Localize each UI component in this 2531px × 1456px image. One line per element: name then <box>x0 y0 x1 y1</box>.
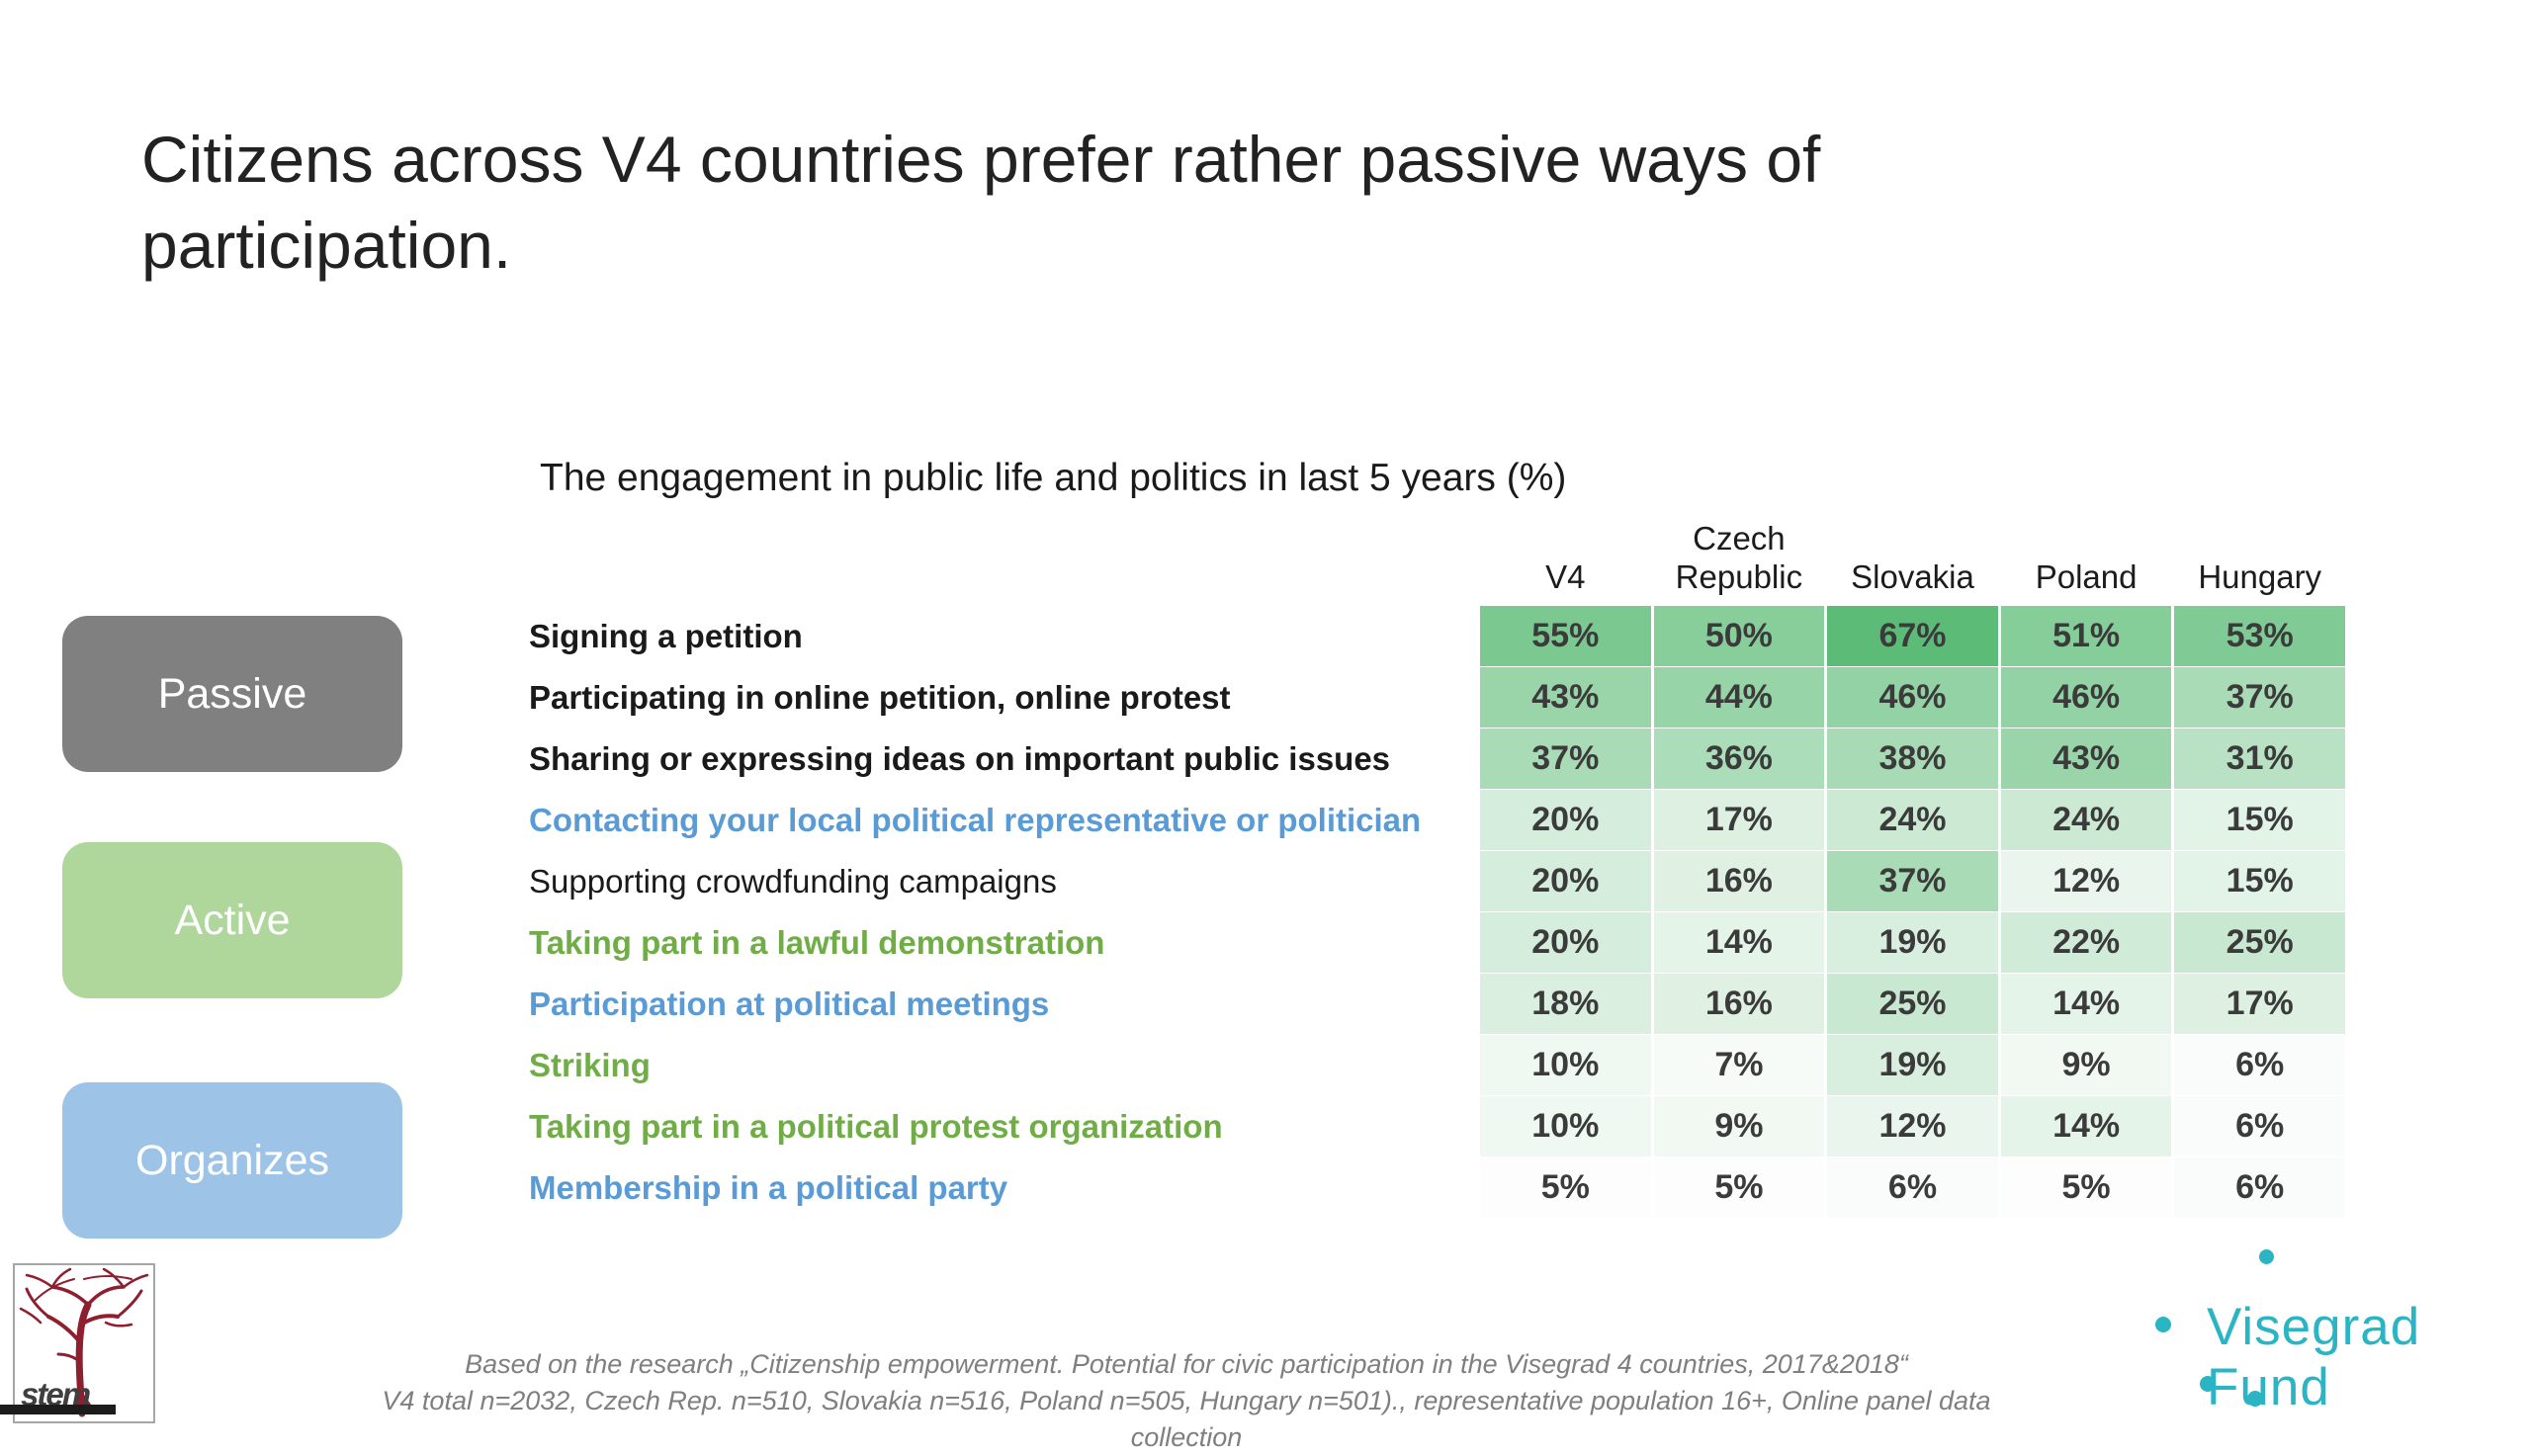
legend-box-organizes: Organizes <box>62 1082 402 1239</box>
heat-cell: 24% <box>2000 790 2172 850</box>
heat-cell: 43% <box>2000 728 2172 789</box>
footer-note: Based on the research „Citizenship empow… <box>326 1346 2047 1456</box>
column-header: Slovakia <box>1851 558 1974 596</box>
stem-logo: stem <box>13 1263 155 1423</box>
legend-box-passive: Passive <box>62 616 402 772</box>
heat-cell: 14% <box>2000 1096 2172 1156</box>
heat-cell: 5% <box>2000 1157 2172 1218</box>
heat-cell: 17% <box>2174 974 2345 1034</box>
column-header: V4 <box>1545 558 1586 596</box>
heat-cell: 12% <box>2000 851 2172 911</box>
heat-cell: 20% <box>1480 790 1651 850</box>
footer-note-line2: V4 total n=2032, Czech Rep. n=510, Slova… <box>382 1386 1991 1452</box>
row-label: Participation at political meetings <box>529 985 1050 1022</box>
heat-cell: 6% <box>1827 1157 1998 1218</box>
heat-cell: 14% <box>2000 974 2172 1034</box>
heat-cell: 53% <box>2174 606 2345 666</box>
heat-cell: 7% <box>1653 1035 1825 1095</box>
row-label: Taking part in a political protest organ… <box>529 1108 1223 1145</box>
heat-cell: 18% <box>1480 974 1651 1034</box>
slide: Citizens across V4 countries prefer rath… <box>0 123 2531 1452</box>
chart-title: The engagement in public life and politi… <box>540 457 1567 499</box>
heat-cell: 38% <box>1827 728 1998 789</box>
visegrad-logo-text: Visegrad Fund <box>2207 1298 2421 1416</box>
heat-cell: 37% <box>2174 667 2345 728</box>
heat-cell: 19% <box>1827 912 1998 973</box>
heat-cell: 50% <box>1653 606 1825 666</box>
bottom-left-bar <box>0 1405 116 1414</box>
visegrad-dot-icon <box>2247 1391 2263 1407</box>
column-header: Czech Republic <box>1675 520 1803 596</box>
heat-cell: 37% <box>1827 851 1998 911</box>
row-label: Membership in a political party <box>529 1169 1008 1206</box>
heat-cell: 31% <box>2174 728 2345 789</box>
heat-cell: 55% <box>1480 606 1651 666</box>
heat-cell: 19% <box>1827 1035 1998 1095</box>
heat-cell: 6% <box>2174 1096 2345 1156</box>
heat-cell: 25% <box>2174 912 2345 973</box>
heat-cell: 6% <box>2174 1157 2345 1218</box>
visegrad-fund-logo: Visegrad Fund <box>2155 1245 2531 1423</box>
heat-cell: 43% <box>1480 667 1651 728</box>
heat-cell: 20% <box>1480 912 1651 973</box>
heatmap-grid: 55% 50% 67% 51% 53% 43% 44% 46% 46% 37% 37% 36% 38% 4… <box>1480 606 2345 1218</box>
heat-cell: 10% <box>1480 1035 1651 1095</box>
heat-cell: 46% <box>2000 667 2172 728</box>
heat-cell: 12% <box>1827 1096 1998 1156</box>
heat-cell: 37% <box>1480 728 1651 789</box>
row-label: Contacting your local political represen… <box>529 802 1422 838</box>
row-label: Supporting crowdfunding campaigns <box>529 863 1057 899</box>
heat-cell: 16% <box>1653 851 1825 911</box>
row-label: Sharing or expressing ideas on important… <box>529 740 1391 777</box>
heat-cell: 44% <box>1653 667 1825 728</box>
heat-cell: 67% <box>1827 606 1998 666</box>
heat-cell: 20% <box>1480 851 1651 911</box>
heat-cell: 6% <box>2174 1035 2345 1095</box>
heat-cell: 9% <box>2000 1035 2172 1095</box>
column-header: Hungary <box>2198 558 2322 596</box>
heat-cell: 17% <box>1653 790 1825 850</box>
heat-cell: 14% <box>1653 912 1825 973</box>
heat-cell: 9% <box>1653 1096 1825 1156</box>
heat-cell: 16% <box>1653 974 1825 1034</box>
heat-cell: 15% <box>2174 851 2345 911</box>
heatmap-column-headers: V4 Czech Republic Slovakia Poland Hungary <box>1480 502 2345 601</box>
column-header: Poland <box>2035 558 2138 596</box>
visegrad-dot-icon <box>2155 1317 2171 1332</box>
heat-cell: 15% <box>2174 790 2345 850</box>
slide-title: Citizens across V4 countries prefer rath… <box>141 123 1821 283</box>
heat-cell: 22% <box>2000 912 2172 973</box>
heat-cell: 5% <box>1653 1157 1825 1218</box>
row-label: Participating in online petition, online… <box>529 679 1231 716</box>
legend-box-active: Active <box>62 842 402 998</box>
row-label: Striking <box>529 1047 651 1083</box>
visegrad-dot-icon <box>2200 1376 2216 1392</box>
heat-cell: 10% <box>1480 1096 1651 1156</box>
row-label: Taking part in a lawful demonstration <box>529 924 1105 961</box>
heat-cell: 46% <box>1827 667 1998 728</box>
heat-cell: 36% <box>1653 728 1825 789</box>
heat-cell: 25% <box>1827 974 1998 1034</box>
heat-cell: 5% <box>1480 1157 1651 1218</box>
heat-cell: 51% <box>2000 606 2172 666</box>
heat-cell: 24% <box>1827 790 1998 850</box>
row-label: Signing a petition <box>529 618 803 654</box>
footer-note-line1: Based on the research „Citizenship empow… <box>465 1349 1908 1379</box>
visegrad-dot-icon <box>2259 1249 2274 1264</box>
